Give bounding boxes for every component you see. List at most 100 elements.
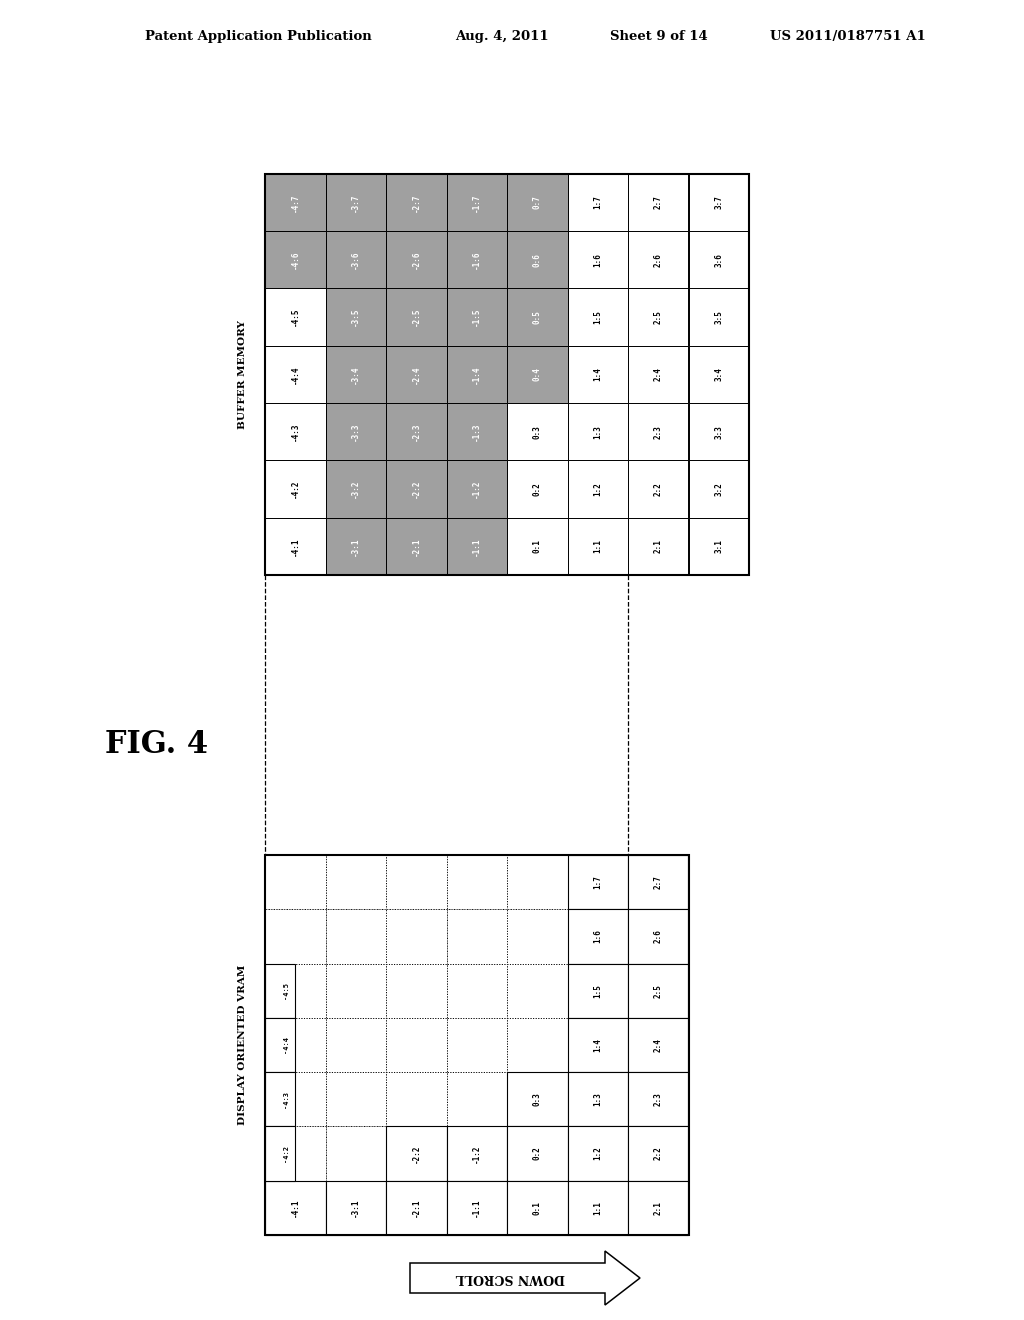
Text: 2:1: 2:1 [653,540,663,553]
Text: -3:6: -3:6 [351,251,360,269]
Bar [507,909,567,964]
Bar [265,231,326,289]
Bar [507,964,567,1018]
Text: 3:1: 3:1 [715,540,723,553]
Text: -1:2: -1:2 [472,479,481,498]
Bar [507,231,567,289]
Text: 2:5: 2:5 [653,983,663,998]
Bar [446,855,507,909]
Bar [628,289,688,346]
Text: 2:1: 2:1 [653,1201,663,1214]
Bar [326,1072,386,1126]
Text: 1:2: 1:2 [593,1147,602,1160]
Bar [326,855,386,909]
Text: 2:3: 2:3 [653,1093,663,1106]
Text: -4:5: -4:5 [284,982,289,999]
Bar [265,517,326,576]
Bar [446,346,507,403]
Text: 1:2: 1:2 [593,482,602,496]
Text: Aug. 4, 2011: Aug. 4, 2011 [455,30,549,44]
Bar [507,403,567,461]
Bar [265,346,326,403]
Bar [567,231,628,289]
Text: -2:5: -2:5 [412,308,421,326]
Bar [265,964,295,1018]
Text: 0:2: 0:2 [532,482,542,496]
Text: -4:3: -4:3 [291,422,300,441]
Bar [265,855,688,1236]
Text: 0:1: 0:1 [532,540,542,553]
Bar [265,1018,295,1072]
Bar [507,461,567,517]
Bar [265,1180,326,1236]
Bar [446,231,507,289]
Text: 1:6: 1:6 [593,253,602,267]
Bar [265,855,326,909]
Text: -4:1: -4:1 [291,537,300,556]
Text: -3:2: -3:2 [351,479,360,498]
Bar [326,174,386,231]
Text: -4:4: -4:4 [291,366,300,384]
Bar [265,1072,295,1126]
Text: -3:7: -3:7 [351,193,360,211]
Text: 1:4: 1:4 [593,367,602,381]
Bar [326,403,386,461]
Bar [628,964,688,1018]
Text: 1:7: 1:7 [593,195,602,210]
Bar [567,346,628,403]
Bar [326,517,386,576]
Text: 1:4: 1:4 [593,1038,602,1052]
Bar [446,1180,507,1236]
Bar [567,1126,628,1180]
Text: US 2011/0187751 A1: US 2011/0187751 A1 [770,30,926,44]
Text: 3:6: 3:6 [715,253,723,267]
Bar [326,1180,386,1236]
Text: 0:5: 0:5 [532,310,542,325]
Bar [326,346,386,403]
Text: -4:3: -4:3 [284,1090,289,1107]
Text: 2:3: 2:3 [653,425,663,438]
Bar [567,909,628,964]
Text: 1:5: 1:5 [593,310,602,325]
Bar [446,964,507,1018]
Bar [567,289,628,346]
Bar [507,1126,567,1180]
Bar [628,1180,688,1236]
Text: 2:6: 2:6 [653,253,663,267]
Text: -1:6: -1:6 [472,251,481,269]
Bar [567,1018,628,1072]
Text: 3:3: 3:3 [715,425,723,438]
Bar [446,1126,507,1180]
Bar [507,174,567,231]
Text: 1:1: 1:1 [593,1201,602,1214]
Bar [507,1180,567,1236]
Bar [265,289,326,346]
Text: 3:7: 3:7 [715,195,723,210]
Bar [326,231,386,289]
Bar [567,461,628,517]
Text: 1:3: 1:3 [593,425,602,438]
Bar [386,346,446,403]
Bar [265,964,326,1018]
Bar [386,403,446,461]
Text: 1:3: 1:3 [593,1093,602,1106]
Bar [507,346,567,403]
Text: -3:1: -3:1 [351,537,360,556]
Text: 0:2: 0:2 [532,1147,542,1160]
Bar [628,231,688,289]
Text: -4:1: -4:1 [291,1199,300,1217]
Text: 3:2: 3:2 [715,482,723,496]
Bar [688,174,749,231]
Text: 2:2: 2:2 [653,482,663,496]
Text: -3:4: -3:4 [351,366,360,384]
Text: -2:2: -2:2 [412,479,421,498]
Bar [628,403,688,461]
Bar [446,461,507,517]
Bar [507,855,567,909]
Bar [628,517,688,576]
Text: 2:7: 2:7 [653,195,663,210]
Bar [628,1018,688,1072]
Text: Patent Application Publication: Patent Application Publication [145,30,372,44]
Bar [386,909,446,964]
Text: -2:6: -2:6 [412,251,421,269]
